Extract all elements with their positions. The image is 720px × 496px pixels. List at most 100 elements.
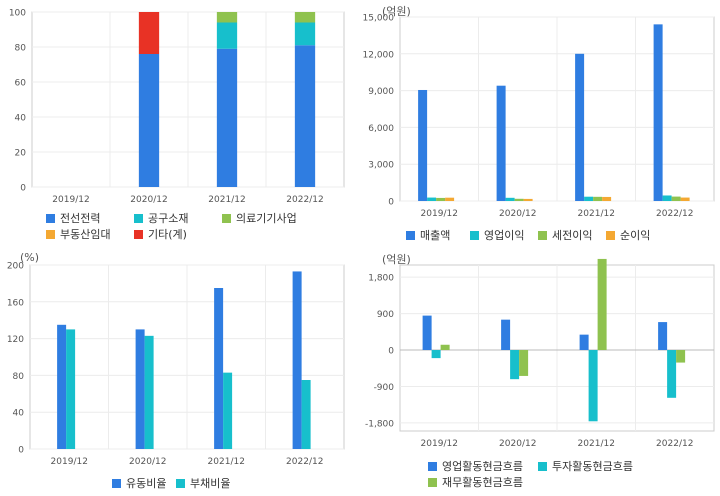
y-tick-label: 3,000 xyxy=(368,161,394,171)
bar xyxy=(593,196,603,201)
bar xyxy=(671,196,681,201)
legend-label: 의료기기사업 xyxy=(236,212,297,225)
bar xyxy=(680,197,690,201)
y-tick-label: 9,000 xyxy=(368,87,394,97)
y-tick-label: -1,800 xyxy=(365,419,394,429)
income-legend: 매출액 영업이익 세전이익 순이익 xyxy=(406,229,716,245)
bar xyxy=(584,196,594,201)
legend-swatch xyxy=(176,479,185,488)
legend-swatch xyxy=(428,462,437,471)
bar xyxy=(510,350,520,380)
bar xyxy=(214,288,224,449)
bar xyxy=(501,319,511,351)
legend-item[interactable]: 매출액 xyxy=(406,229,450,243)
legend-label: 공구소재 xyxy=(148,212,189,225)
y-tick-label: 80 xyxy=(13,372,25,382)
bar xyxy=(294,45,316,187)
legend-label: 세전이익 xyxy=(552,229,593,242)
bar xyxy=(223,372,233,449)
x-tick-label: 2019/12 xyxy=(421,439,458,449)
bar xyxy=(301,380,311,449)
cashflow-chart-panel: (억원) -1,800 -900 0 900 1,800 2019/12 2020/12 20… xyxy=(360,248,720,496)
y-tick-label: 12,000 xyxy=(363,50,395,60)
x-tick-label: 2021/12 xyxy=(578,209,615,219)
bar xyxy=(216,12,238,23)
x-tick-label: 2019/12 xyxy=(51,457,88,467)
x-tick-label: 2022/12 xyxy=(286,457,323,467)
bar xyxy=(57,324,67,449)
legend-swatch xyxy=(538,231,547,240)
bar xyxy=(523,198,533,201)
bar xyxy=(579,334,589,351)
legend-label: 재무활동현금흐름 xyxy=(442,476,523,489)
legend-swatch xyxy=(46,214,55,223)
x-tick-label: 2020/12 xyxy=(499,209,536,219)
bar xyxy=(440,344,450,351)
legend-item[interactable]: 영업활동현금흐름 xyxy=(428,460,523,474)
ratio-chart: 0 40 80 120 160 200 2019/12 2020/12 2021/12 2022/… xyxy=(7,262,345,467)
legend-item[interactable]: 부채비율 xyxy=(176,477,230,491)
y-tick-label: 160 xyxy=(7,298,24,308)
x-tick-label: 2019/12 xyxy=(52,195,89,205)
bar xyxy=(66,329,76,449)
y-tick-label: 80 xyxy=(15,44,27,54)
legend-item[interactable]: 기타(계) xyxy=(134,228,187,242)
ratio-chart-panel: (%) 0 40 80 120 160 200 2019/12 2020/12 2021/12 2… xyxy=(0,248,360,496)
bar xyxy=(658,322,668,351)
bar xyxy=(445,197,455,201)
cashflow-legend: 영업활동현금흐름 투자활동현금흐름 재무활동현금흐름 xyxy=(428,460,718,494)
x-tick-label: 2022/12 xyxy=(656,209,693,219)
legend-item[interactable]: 유동비율 xyxy=(112,477,166,491)
legend-item[interactable]: 의료기기사업 xyxy=(222,212,297,226)
composition-chart-panel: 0 20 40 60 80 100 2019/12 2020/12 2021/12 2022/12… xyxy=(0,0,360,248)
legend-item[interactable]: 재무활동현금흐름 xyxy=(428,476,523,490)
ratio-legend: 유동비율 부채비율 xyxy=(112,477,312,493)
x-tick-label: 2020/12 xyxy=(130,195,167,205)
bar xyxy=(676,350,686,363)
legend-swatch xyxy=(134,230,143,239)
bar xyxy=(505,197,515,201)
bar xyxy=(138,12,160,54)
y-tick-label: -900 xyxy=(374,383,395,393)
bar xyxy=(667,350,677,398)
y-tick-label: 40 xyxy=(13,409,25,419)
unit-label: (억원) xyxy=(382,253,411,266)
legend-item[interactable]: 부동산임대 xyxy=(46,228,111,242)
legend-swatch xyxy=(222,214,231,223)
bar xyxy=(496,85,506,201)
legend-item[interactable]: 전선전력 xyxy=(46,212,100,226)
legend-label: 영업활동현금흐름 xyxy=(442,460,523,473)
income-chart-panel: (억원) 0 3,000 6,000 9,000 12,000 15,000 2019/12… xyxy=(360,0,720,248)
legend-item[interactable]: 세전이익 xyxy=(538,229,592,243)
y-tick-label: 100 xyxy=(9,9,26,19)
bar xyxy=(216,48,238,187)
unit-label: (억원) xyxy=(382,5,411,18)
bar xyxy=(514,198,524,201)
x-tick-label: 2020/12 xyxy=(129,457,166,467)
y-tick-label: 20 xyxy=(15,149,27,159)
legend-swatch xyxy=(46,230,55,239)
y-tick-label: 900 xyxy=(377,310,394,320)
legend-item[interactable]: 영업이익 xyxy=(470,229,524,243)
legend-item[interactable]: 순이익 xyxy=(606,229,650,243)
x-tick-label: 2019/12 xyxy=(421,209,458,219)
bar xyxy=(135,329,145,449)
bar xyxy=(216,22,238,49)
cashflow-chart: -1,800 -900 0 900 1,800 2019/12 2020/12 2021/12… xyxy=(365,258,715,449)
bar xyxy=(519,350,529,376)
legend-label: 전선전력 xyxy=(60,212,101,225)
y-tick-label: 200 xyxy=(7,262,24,272)
legend-label: 투자활동현금흐름 xyxy=(552,460,633,473)
bar xyxy=(292,271,302,449)
y-tick-label: 15,000 xyxy=(363,14,395,24)
y-tick-label: 1,800 xyxy=(368,274,394,284)
bar xyxy=(588,350,598,422)
legend-item[interactable]: 공구소재 xyxy=(134,212,188,226)
y-tick-label: 0 xyxy=(20,184,26,194)
legend-item[interactable]: 투자활동현금흐름 xyxy=(538,460,633,474)
composition-legend: 전선전력 공구소재 의료기기사업 부동산임대 기타(계) xyxy=(46,212,346,246)
legend-label: 매출액 xyxy=(420,229,451,242)
legend-label: 부동산임대 xyxy=(60,228,111,241)
bar xyxy=(662,195,672,201)
y-tick-label: 6,000 xyxy=(368,124,394,134)
